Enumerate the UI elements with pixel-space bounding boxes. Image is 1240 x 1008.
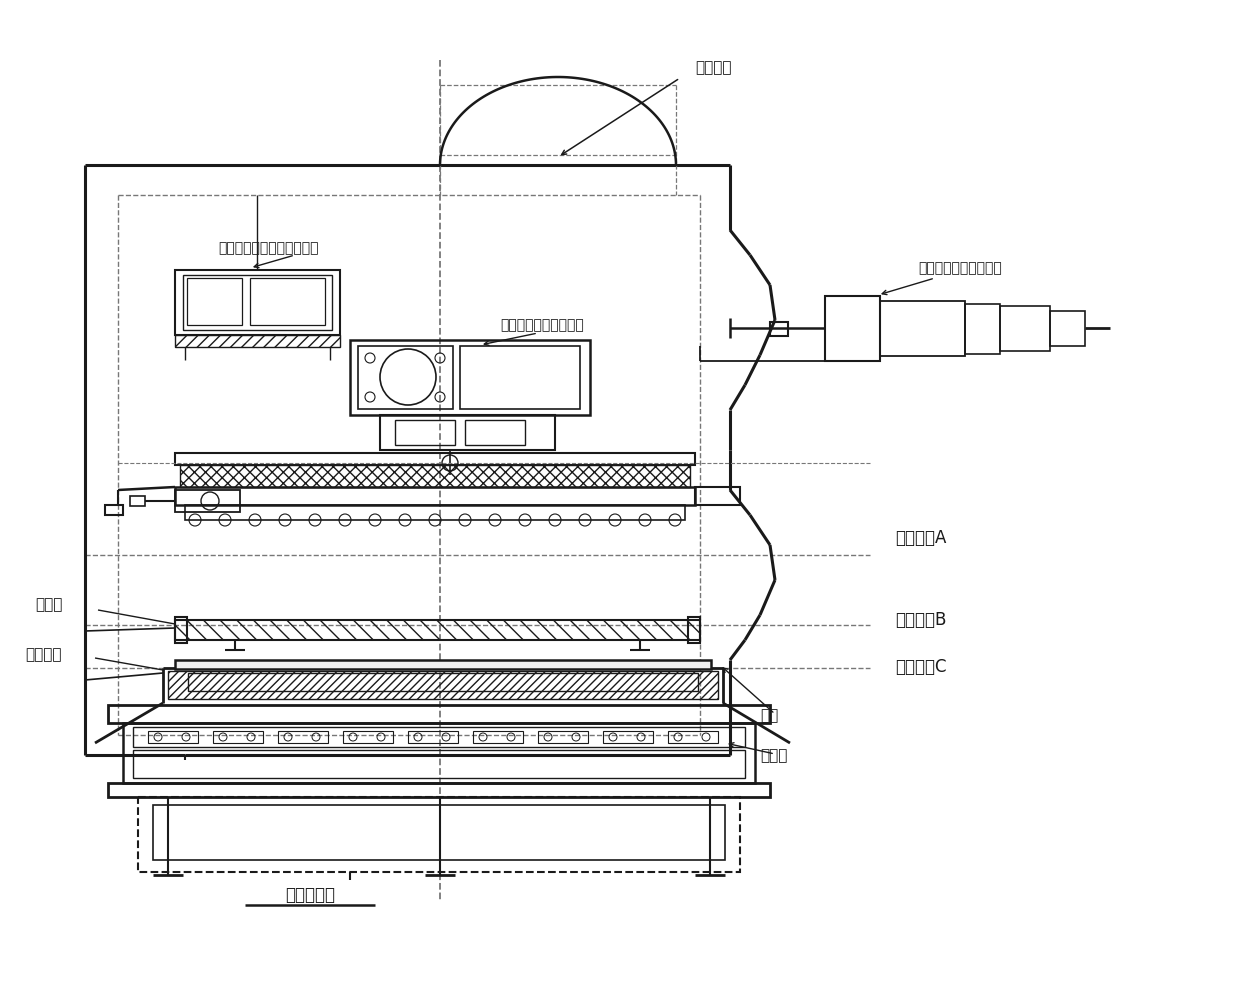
Bar — [175, 490, 241, 512]
Text: 终点位置C: 终点位置C — [895, 658, 946, 676]
Bar — [396, 420, 455, 445]
Bar — [999, 306, 1050, 351]
Bar — [538, 731, 588, 743]
Bar — [175, 270, 340, 335]
Bar — [213, 731, 263, 743]
Bar — [133, 750, 745, 778]
Text: 保护环: 保护环 — [35, 598, 62, 613]
Bar — [1050, 311, 1085, 346]
Text: 中间位置B: 中间位置B — [895, 611, 946, 629]
Bar — [472, 731, 523, 743]
Bar — [133, 727, 745, 747]
Bar — [358, 346, 453, 409]
Bar — [123, 723, 755, 783]
Bar — [408, 731, 458, 743]
Text: 工件台: 工件台 — [760, 749, 787, 763]
Bar — [825, 296, 880, 361]
Text: 硅片: 硅片 — [760, 709, 779, 724]
Bar — [460, 346, 580, 409]
Bar — [278, 731, 329, 743]
Bar — [108, 705, 770, 723]
Bar — [153, 805, 725, 860]
Bar — [350, 340, 590, 415]
Bar — [105, 505, 123, 515]
Bar — [694, 487, 740, 505]
Bar — [603, 731, 653, 743]
Bar — [175, 617, 187, 643]
Bar — [175, 453, 694, 465]
Bar — [465, 420, 525, 445]
Text: 边缘保护装置速度控制模块: 边缘保护装置速度控制模块 — [218, 241, 319, 255]
Bar — [187, 278, 242, 325]
Text: 边缘保护装置机械模块: 边缘保护装置机械模块 — [500, 318, 584, 332]
Bar — [184, 275, 332, 330]
Bar — [175, 487, 694, 505]
Bar — [175, 620, 701, 640]
Bar — [108, 783, 770, 797]
Bar — [379, 415, 556, 450]
Bar — [770, 322, 787, 336]
Bar — [688, 617, 701, 643]
Bar — [343, 731, 393, 743]
Bar — [138, 797, 740, 872]
Bar — [130, 496, 145, 506]
Bar — [180, 465, 689, 487]
Bar — [250, 278, 325, 325]
Text: 物镜中心: 物镜中心 — [694, 60, 732, 76]
Bar — [188, 673, 698, 691]
Bar — [668, 731, 718, 743]
Bar — [148, 731, 198, 743]
Text: 真空吁槽: 真空吁槽 — [25, 647, 62, 662]
Text: 上下片位置: 上下片位置 — [285, 886, 335, 904]
Bar — [185, 505, 684, 520]
Text: 初始位置A: 初始位置A — [895, 529, 946, 547]
Bar — [965, 304, 999, 354]
Text: 边缘保护装置气动模块: 边缘保护装置气动模块 — [918, 261, 1002, 275]
Bar — [167, 671, 718, 699]
Bar — [175, 335, 340, 347]
Bar — [880, 301, 965, 356]
Bar — [175, 660, 711, 669]
